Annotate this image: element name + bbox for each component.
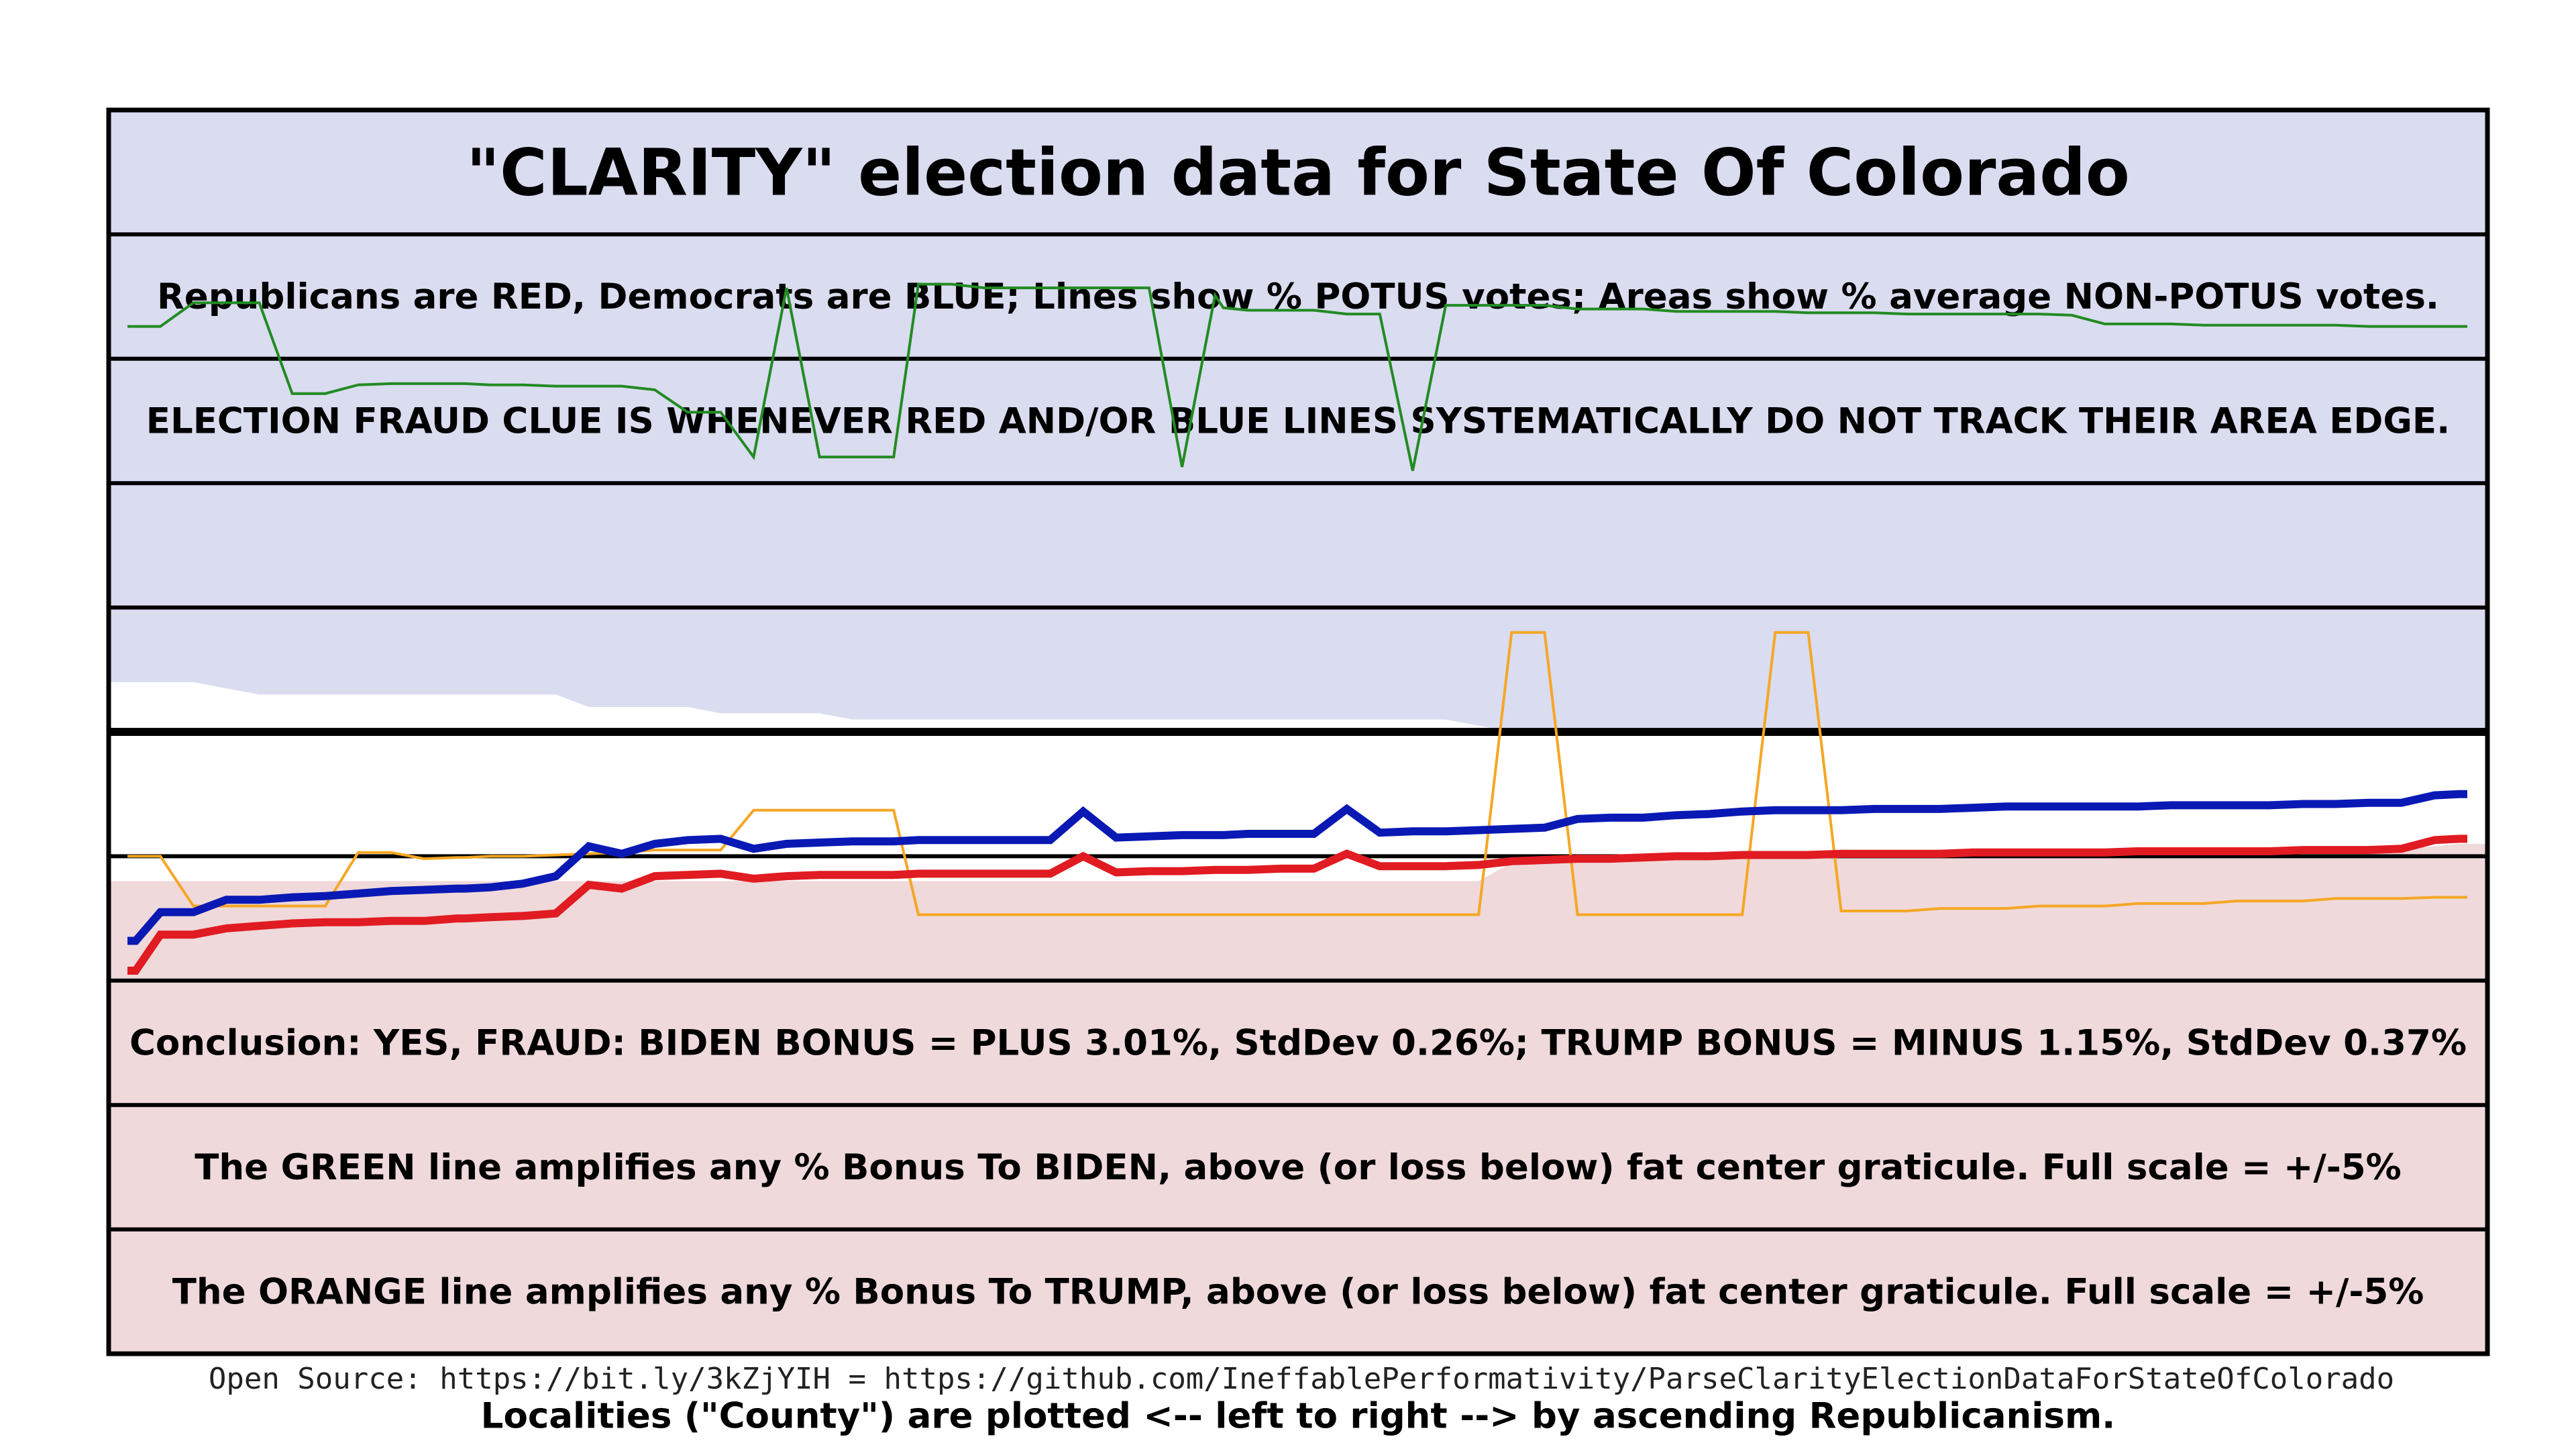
democrat-area-upper [109,110,2487,732]
republican-potus-line [127,835,2467,975]
plot-frame [106,107,2490,1356]
democrat-potus-line [127,790,2467,945]
white-gap-lower [109,732,2487,881]
banner-line: The GREEN line amplifies any % Bonus To … [195,1147,2402,1188]
orange-bonus-line [127,631,2467,916]
banner-texts: "CLARITY" election data for State Of Col… [129,136,2467,1437]
footer-source: Open Source: https://bit.ly/3kZjYIH = ht… [209,1362,2394,1396]
chart-title: "CLARITY" election data for State Of Col… [466,136,2130,211]
banner-line: The ORANGE line amplifies any % Bonus To… [172,1271,2424,1312]
banner-line: Conclusion: YES, FRAUD: BIDEN BONUS = PL… [129,1023,2467,1064]
series-lines [127,282,2467,975]
green-bonus-line [127,282,2467,472]
banner-line: ELECTION FRAUD CLUE IS WHENEVER RED AND/… [146,401,2451,442]
banner-line: Localities ("County") are plotted <-- le… [481,1396,2116,1437]
